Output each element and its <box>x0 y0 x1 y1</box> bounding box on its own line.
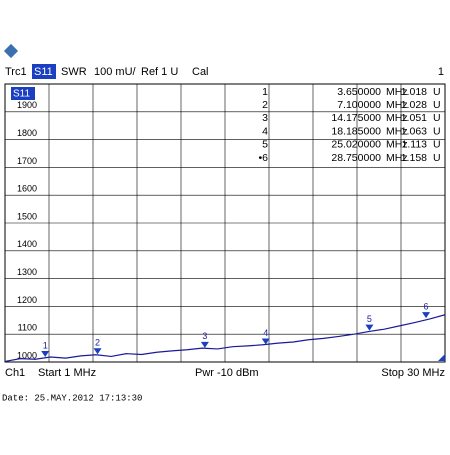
marker-table-cell: 1.113 <box>402 139 428 151</box>
marker <box>200 341 209 348</box>
marker <box>365 324 374 331</box>
y-tick-label: 1300 <box>17 267 37 277</box>
param-box <box>32 64 56 79</box>
y-tick-label: 1400 <box>17 239 37 249</box>
marker-label: 4 <box>263 328 268 338</box>
y-tick-label: 1000 <box>17 350 37 360</box>
marker <box>41 350 50 357</box>
param: S11 <box>34 66 53 78</box>
marker-table-cell: •6 <box>258 152 268 164</box>
trace-id: Trc1 <box>5 66 27 78</box>
timestamp: Date: 25.MAY.2012 17:13:30 <box>2 393 142 403</box>
marker-table-cell: U <box>433 86 441 98</box>
power: Pwr -10 dBm <box>195 367 259 379</box>
marker-label: 3 <box>202 331 207 341</box>
marker-table-cell: 2 <box>262 99 268 111</box>
marker-table-cell: 1.051 <box>401 112 427 124</box>
marker <box>93 348 102 355</box>
y-tick-label: 1600 <box>17 184 37 194</box>
corner-indicator <box>438 354 445 361</box>
marker-table-cell: 7.100000 <box>337 99 381 111</box>
ref: Ref 1 U <box>141 66 178 78</box>
marker-table-cell: 25.020000 <box>331 139 381 151</box>
trace-label: S11 <box>13 89 30 100</box>
scale: 100 mU/ <box>94 66 137 78</box>
marker-table-cell: 1.018 <box>401 86 427 98</box>
start: Start 1 MHz <box>38 367 96 379</box>
marker-table-cell: 1.028 <box>401 99 427 111</box>
marker-table-cell: MHz <box>386 112 408 124</box>
stop: Stop 30 MHz <box>381 367 445 379</box>
marker-table-cell: MHz <box>386 125 408 137</box>
marker-table-cell: MHz <box>386 86 408 98</box>
y-tick-label: 1700 <box>17 156 37 166</box>
trace <box>4 314 446 363</box>
marker <box>261 338 270 345</box>
marker-table-cell: U <box>433 152 441 164</box>
y-tick-label: 1100 <box>18 323 37 333</box>
marker-table-cell: 18.185000 <box>331 125 381 137</box>
marker-table-cell: 1.158 <box>401 152 427 164</box>
marker-table-cell: 5 <box>262 139 268 151</box>
marker-table-cell: 4 <box>262 125 268 137</box>
channel-no: 1 <box>438 66 444 78</box>
marker-table-cell: 3 <box>262 112 268 124</box>
marker-table-cell: MHz <box>386 152 408 164</box>
marker-table-cell: 1.063 <box>401 125 427 137</box>
logo <box>3 43 19 59</box>
marker <box>422 312 431 319</box>
marker-table-cell: 3.650000 <box>337 86 381 98</box>
marker-label: 2 <box>95 338 100 348</box>
marker-table-cell: U <box>433 99 441 111</box>
marker-label: 1 <box>43 340 48 350</box>
y-tick-label: 1500 <box>17 211 37 221</box>
marker-table-cell: MHz <box>386 139 408 151</box>
marker-table-cell: 28.750000 <box>331 152 381 164</box>
marker-table-cell: U <box>433 139 441 151</box>
marker-table-cell: U <box>433 125 441 137</box>
trace-label-box <box>11 87 35 100</box>
marker-label: 5 <box>367 314 372 324</box>
y-tick-label: 1200 <box>17 295 37 305</box>
marker-table-cell: MHz <box>386 99 408 111</box>
marker-table-cell: U <box>433 112 441 124</box>
channel: Ch1 <box>5 367 25 379</box>
y-tick-label: 1900 <box>17 100 37 110</box>
cal: Cal <box>192 66 209 78</box>
marker-table-cell: 1 <box>262 86 268 98</box>
marker-table-cell: 14.175000 <box>331 112 381 124</box>
format: SWR <box>61 66 87 78</box>
y-tick-label: 1800 <box>17 128 37 138</box>
marker-label: 6 <box>424 301 429 311</box>
